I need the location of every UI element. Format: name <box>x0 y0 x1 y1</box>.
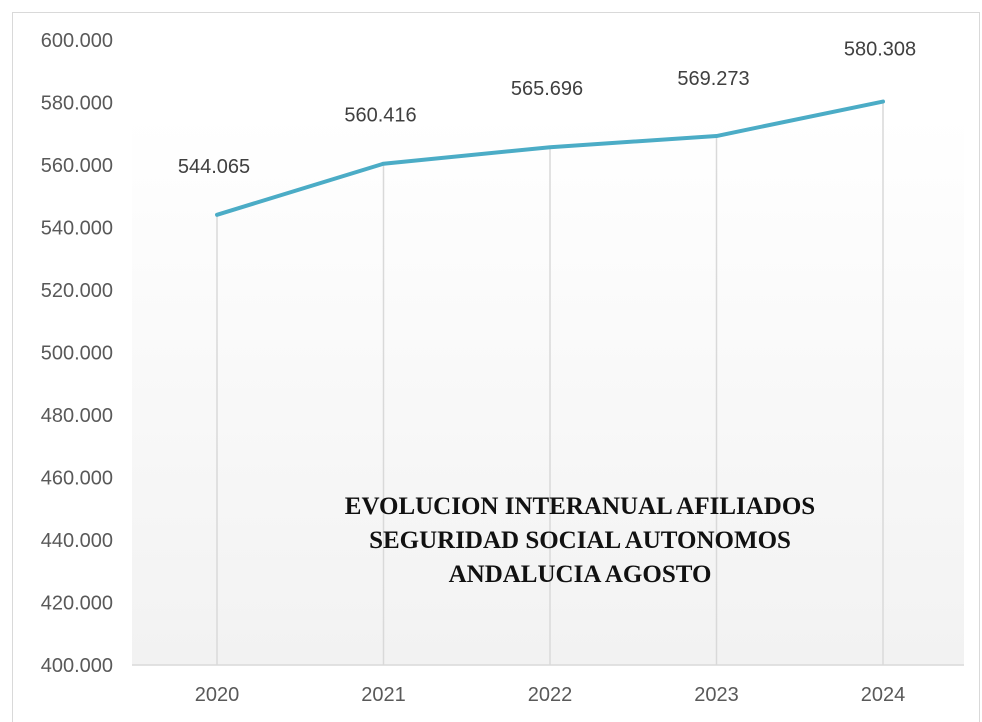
x-tick-label: 2021 <box>361 684 406 706</box>
chart-frame <box>12 12 980 722</box>
chart-title-line-2: SEGURIDAD SOCIAL AUTONOMOS <box>369 527 791 554</box>
x-tick-label: 2023 <box>694 684 739 706</box>
y-tick-label: 500.000 <box>41 343 113 365</box>
y-tick-label: 460.000 <box>41 468 113 490</box>
y-tick-label: 480.000 <box>41 405 113 427</box>
data-label: 565.696 <box>511 78 583 100</box>
y-tick-label: 420.000 <box>41 593 113 615</box>
y-tick-label: 560.000 <box>41 155 113 177</box>
drop-lines <box>216 101 884 665</box>
chart-title-line-3: ANDALUCIA AGOSTO <box>448 561 712 588</box>
y-axis-ticks: 400.000 420.000 440.000 460.000 480.000 500.0… <box>41 30 113 677</box>
y-tick-label: 600.000 <box>41 30 113 52</box>
data-label: 580.308 <box>844 39 916 61</box>
chart-title-line-1: EVOLUCION INTERANUAL AFILIADOS <box>344 493 816 520</box>
data-labels: 544.065 560.416 565.696 569.273 580.308 <box>178 39 916 178</box>
plot-area <box>132 115 964 665</box>
x-axis-ticks: 2020 2021 2022 2023 2024 <box>195 684 906 706</box>
data-label: 560.416 <box>344 105 416 127</box>
x-tick-label: 2024 <box>861 684 906 706</box>
y-tick-label: 580.000 <box>41 93 113 115</box>
x-tick-label: 2022 <box>528 684 573 706</box>
y-tick-label: 440.000 <box>41 530 113 552</box>
data-label: 569.273 <box>677 68 749 90</box>
y-tick-label: 540.000 <box>41 218 113 240</box>
y-tick-label: 400.000 <box>41 655 113 677</box>
x-tick-label: 2020 <box>195 684 240 706</box>
chart-title: EVOLUCION INTERANUAL AFILIADOS SEGURIDAD… <box>300 490 860 592</box>
series-line <box>215 99 885 217</box>
y-tick-label: 520.000 <box>41 280 113 302</box>
data-label: 544.065 <box>178 156 250 178</box>
